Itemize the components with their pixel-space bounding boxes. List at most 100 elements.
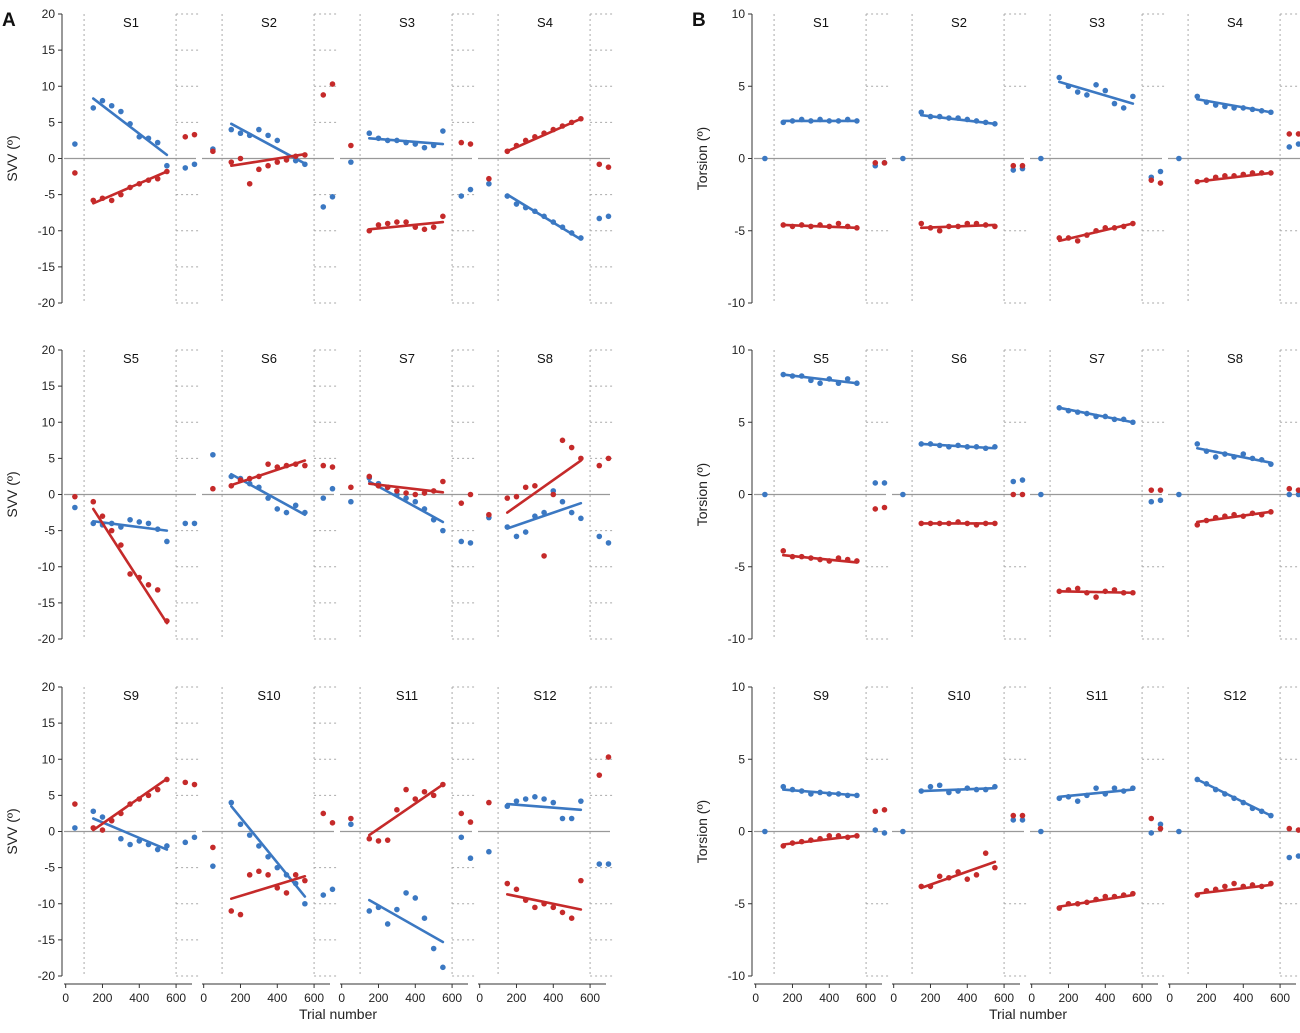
blue-point	[154, 526, 161, 532]
red-point	[955, 519, 961, 525]
blue-point	[982, 119, 989, 126]
x-axis-label: Trial number	[299, 1006, 377, 1022]
x-tick-label: 600	[580, 991, 600, 1005]
blue-point	[844, 792, 851, 799]
blue-point	[246, 480, 253, 487]
x-tick-label: 0	[476, 991, 483, 1005]
blue-point	[918, 788, 925, 794]
subplot-s12: S12 0 200 400 600	[476, 686, 614, 1005]
blue-point	[844, 116, 851, 123]
red-point	[210, 844, 216, 851]
blue-point	[118, 835, 124, 842]
subplot-s11: S11 0 200 400 600	[338, 686, 476, 1005]
red-point	[237, 155, 244, 162]
blue-point	[375, 135, 382, 142]
y-tick-label: -10	[728, 969, 746, 983]
blue-point	[1157, 821, 1164, 828]
red-point	[568, 444, 575, 451]
red-point	[550, 126, 557, 133]
blue-fit-line	[91, 97, 169, 157]
red-point	[182, 134, 189, 140]
blue-point	[430, 945, 437, 952]
red-point	[154, 786, 161, 793]
blue-point	[421, 506, 428, 512]
blue-point	[1019, 477, 1026, 483]
blue-point	[421, 144, 428, 151]
blue-point	[596, 215, 603, 222]
red-point	[1268, 509, 1274, 515]
subplot-s4: S4	[1168, 13, 1300, 304]
blue-point	[817, 116, 823, 123]
red-point	[1120, 589, 1127, 596]
red-point	[1222, 173, 1228, 179]
red-point	[467, 491, 474, 498]
x-tick-label: 200	[782, 991, 802, 1005]
red-point	[550, 904, 557, 911]
blue-point	[789, 118, 796, 124]
red-point	[946, 223, 952, 230]
blue-point	[1065, 794, 1072, 800]
subplot-s9: S9 0 200 400 600	[752, 686, 890, 1005]
subplot-title: S6	[951, 351, 967, 366]
red-point	[1056, 235, 1063, 241]
subplot-title: S3	[1089, 15, 1105, 30]
red-point	[283, 890, 290, 896]
subplot-s10: S10 0 200 400 600	[890, 686, 1028, 1005]
red-point	[504, 880, 511, 887]
red-point	[881, 160, 888, 166]
red-point	[1194, 522, 1201, 528]
red-point	[522, 137, 529, 144]
blue-point	[274, 864, 281, 871]
red-point	[1212, 514, 1219, 521]
red-point	[228, 483, 235, 489]
red-point	[854, 833, 860, 839]
blue-point	[936, 782, 943, 789]
blue-point	[973, 118, 980, 124]
red-point	[329, 81, 336, 87]
blue-fit-line	[91, 817, 169, 851]
x-tick-label: 200	[230, 991, 250, 1005]
red-point	[1157, 487, 1164, 493]
blue-point	[808, 377, 814, 384]
y-tick-label: -10	[38, 560, 56, 574]
red-point	[366, 835, 373, 842]
y-tick-label: 0	[48, 488, 55, 502]
red-point	[936, 873, 943, 880]
red-point	[1249, 170, 1256, 176]
blue-point	[872, 827, 879, 833]
subplot-s2: S2	[202, 13, 338, 304]
blue-point	[108, 102, 115, 109]
red-point	[964, 520, 971, 527]
blue-point	[1203, 99, 1210, 105]
blue-point	[808, 118, 814, 124]
blue-point	[1102, 791, 1109, 797]
red-point	[1203, 177, 1210, 183]
red-point	[982, 222, 989, 228]
red-fit-line	[367, 482, 445, 494]
blue-point	[900, 491, 906, 498]
red-point	[973, 522, 980, 528]
x-tick-label: 600	[856, 991, 876, 1005]
y-tick-label: 15	[42, 43, 56, 57]
blue-point	[164, 843, 170, 849]
blue-point	[154, 846, 161, 853]
red-point	[1295, 487, 1300, 493]
red-point	[366, 473, 373, 480]
blue-point	[798, 373, 805, 379]
red-point	[817, 222, 823, 228]
red-point	[191, 131, 198, 138]
blue-point	[1065, 83, 1072, 90]
red-point	[127, 801, 133, 807]
blue-point	[1203, 448, 1210, 454]
blue-point	[1240, 451, 1247, 457]
x-tick-label: 200	[92, 991, 112, 1005]
x-axis-label: Trial number	[989, 1006, 1067, 1022]
red-point	[486, 511, 492, 518]
blue-point	[1093, 413, 1099, 420]
blue-point	[835, 118, 842, 124]
blue-point	[412, 141, 419, 147]
blue-point	[1102, 87, 1109, 94]
blue-point	[550, 799, 557, 806]
red-point	[394, 219, 400, 225]
blue-point	[1203, 781, 1210, 787]
